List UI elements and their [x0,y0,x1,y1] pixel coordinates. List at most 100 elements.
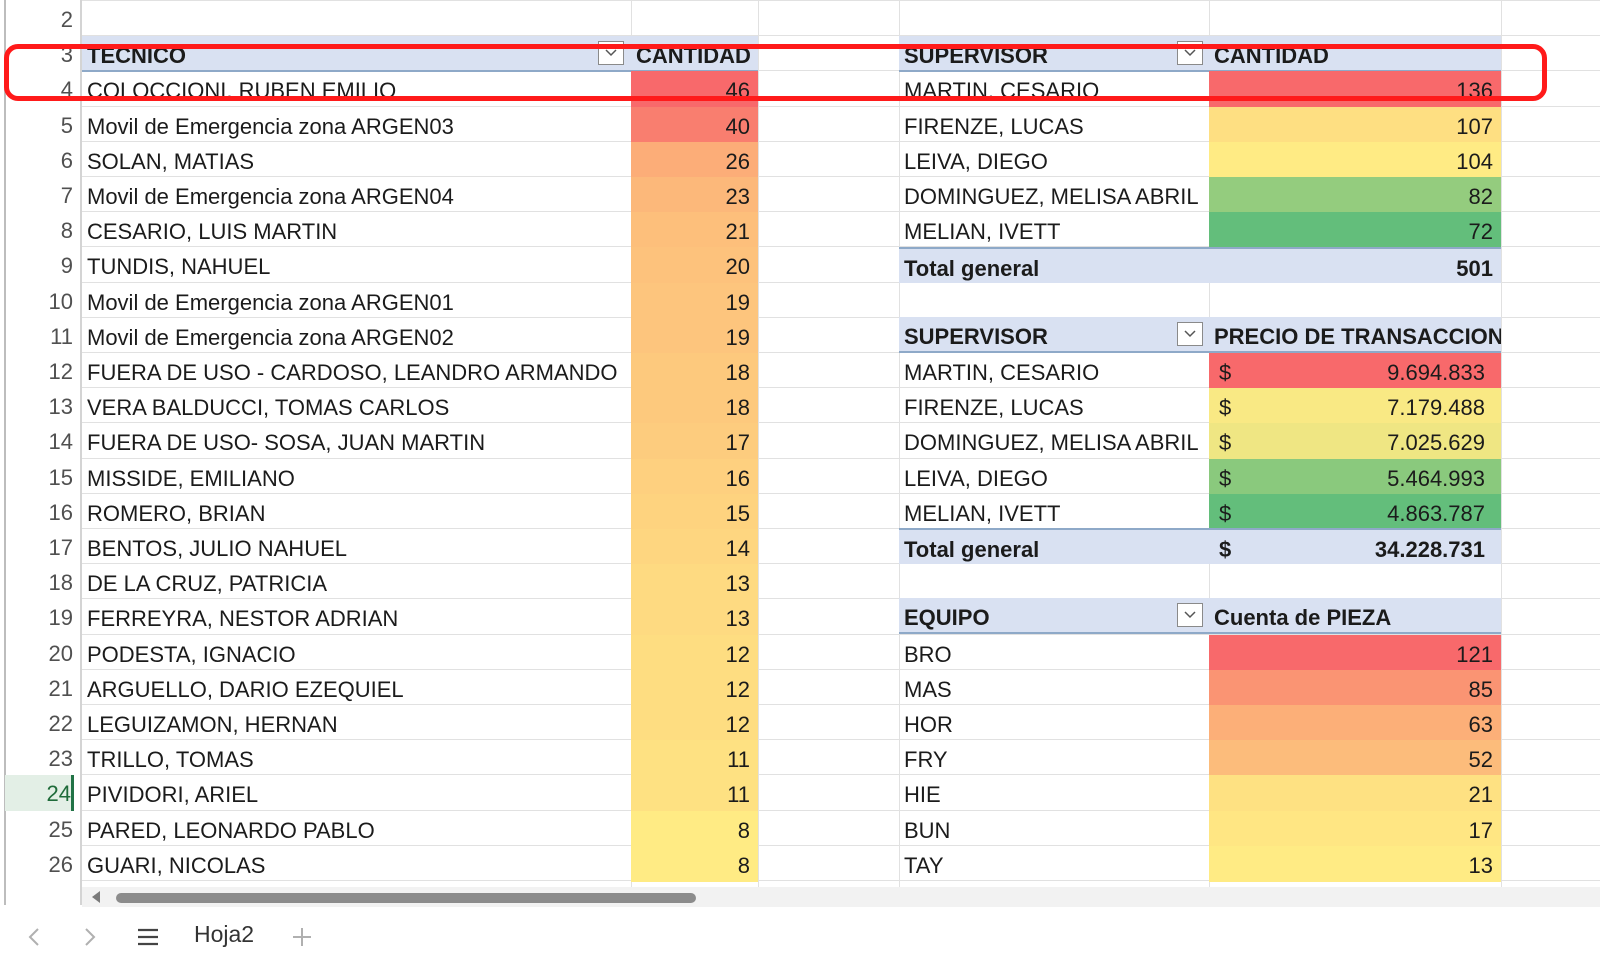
tecnico-name-cell[interactable]: FERREYRA, NESTOR ADRIAN [87,606,399,631]
row-number[interactable]: 6 [60,148,73,173]
scroll-left-arrow-icon[interactable] [90,890,102,909]
tecnico-value-cell[interactable]: 23 [631,177,758,213]
tecnico-value-cell[interactable]: 19 [631,318,758,354]
tecnico-value-cell[interactable]: 12 [631,635,758,671]
tecnico-name-cell[interactable]: BENTOS, JULIO NAHUEL [87,536,347,561]
row-number[interactable]: 2 [60,7,73,32]
scrollbar-thumb[interactable] [116,893,696,903]
tecnico-value-cell[interactable]: 26 [631,142,758,178]
tecnico-name-cell[interactable]: MISSIDE, EMILIANO [87,466,295,491]
tecnico-value-cell[interactable]: 19 [631,283,758,319]
row-number[interactable]: 16 [48,500,73,525]
precio-value-cell[interactable]: $9.694.833 [1209,353,1501,389]
tecnico-name-cell[interactable]: Movil de Emergencia zona ARGEN02 [87,325,454,350]
equipo-name-cell[interactable]: HOR [904,712,953,737]
sheet-tab-hoja2[interactable]: Hoja2 [194,921,255,947]
precio-name-cell[interactable]: FIRENZE, LUCAS [904,395,1084,420]
tecnico-value-cell[interactable]: 12 [631,705,758,741]
tecnico-value-cell[interactable]: 8 [631,846,758,882]
supervisor-filter-button[interactable] [1177,41,1203,65]
tecnico-name-cell[interactable]: Movil de Emergencia zona ARGEN03 [87,114,454,139]
equipo-name-cell[interactable]: HIE [904,782,941,807]
tecnico-value-cell[interactable]: 16 [631,459,758,495]
row-number[interactable]: 15 [48,465,73,490]
row-number[interactable]: 5 [60,113,73,138]
tecnico-value-cell[interactable]: 18 [631,353,758,389]
supervisor-name-cell[interactable]: DOMINGUEZ, MELISA ABRIL [904,184,1199,209]
row-number[interactable]: 26 [48,852,73,877]
supervisor-header-cell[interactable]: SUPERVISOR [899,36,1209,72]
precio-value-cell[interactable]: $5.464.993 [1209,459,1501,495]
tecnico-name-cell[interactable]: Movil de Emergencia zona ARGEN01 [87,290,454,315]
precio-total-cell[interactable]: $ 34.228.731 [1209,528,1501,564]
supervisor-value-cell[interactable]: 107 [1209,107,1501,143]
tecnico-name-cell[interactable]: ROMERO, BRIAN [87,501,266,526]
row-number[interactable]: 17 [48,535,73,560]
precio-value-cell[interactable]: $7.025.629 [1209,423,1501,459]
equipo-name-cell[interactable]: BRO [904,642,952,667]
row-number[interactable]: 20 [48,641,73,666]
pieza-header[interactable]: Cuenta de PIEZA [1209,598,1501,634]
row-number[interactable]: 13 [48,394,73,419]
tecnico-value-cell[interactable]: 11 [631,775,758,811]
equipo-name-cell[interactable]: FRY [904,747,948,772]
supervisor-total-value[interactable]: 501 [1209,247,1501,283]
row-number[interactable]: 21 [48,676,73,701]
row-number[interactable]: 10 [48,289,73,314]
row-number[interactable]: 22 [48,711,73,736]
supervisor-value-cell[interactable]: 104 [1209,142,1501,178]
tecnico-value-cell[interactable]: 11 [631,740,758,776]
equipo-value-cell[interactable]: 13 [1209,846,1501,882]
tecnico-name-cell[interactable]: CESARIO, LUIS MARTIN [87,219,338,244]
row-number[interactable]: 14 [48,429,73,454]
row-number[interactable]: 19 [48,605,73,630]
supervisor-name-cell[interactable]: MARTIN, CESARIO [904,78,1100,103]
precio-name-cell[interactable]: MARTIN, CESARIO [904,360,1100,385]
tecnico-value-cell[interactable]: 20 [631,247,758,283]
precio-name-cell[interactable]: MELIAN, IVETT [904,501,1061,526]
next-sheet-icon[interactable] [70,917,110,957]
precio-total-label[interactable]: Total general [899,528,1209,564]
supervisor-value-cell[interactable]: 82 [1209,177,1501,213]
supervisor-name-cell[interactable]: LEIVA, DIEGO [904,149,1048,174]
tecnico-name-cell[interactable]: GUARI, NICOLAS [87,853,266,878]
row-number[interactable]: 8 [60,218,73,243]
equipo-filter-button[interactable] [1177,603,1203,627]
tecnico-name-cell[interactable]: PODESTA, IGNACIO [87,642,296,667]
supervisor-value-cell[interactable]: 136 [1209,71,1501,107]
tecnico-name-cell[interactable]: PARED, LEONARDO PABLO [87,818,375,843]
horizontal-scrollbar[interactable] [82,887,1600,907]
equipo-value-cell[interactable]: 63 [1209,705,1501,741]
tecnico-cantidad-header[interactable]: CANTIDAD [631,36,758,72]
supervisor-precio-filter-button[interactable] [1177,322,1203,346]
tecnico-name-cell[interactable]: LEGUIZAMON, HERNAN [87,712,338,737]
tecnico-name-cell[interactable]: SOLAN, MATIAS [87,149,255,174]
supervisor-total-label[interactable]: Total general [899,247,1209,283]
add-sheet-icon[interactable] [282,917,322,957]
tecnico-value-cell[interactable]: 46 [631,71,758,107]
equipo-name-cell[interactable]: MAS [904,677,952,702]
precio-value-cell[interactable]: $4.863.787 [1209,494,1501,530]
row-number[interactable]: 18 [48,570,73,595]
tecnico-header-cell[interactable]: TECNICO [82,36,631,72]
tecnico-name-cell[interactable]: COLOCCIONI, RUBEN EMILIO [87,78,397,103]
tecnico-value-cell[interactable]: 21 [631,212,758,248]
row-number[interactable]: 3 [60,42,73,67]
tecnico-value-cell[interactable]: 17 [631,423,758,459]
sheet-menu-icon[interactable] [128,917,168,957]
equipo-value-cell[interactable]: 52 [1209,740,1501,776]
tecnico-name-cell[interactable]: FUERA DE USO- SOSA, JUAN MARTIN [87,430,486,455]
tecnico-name-cell[interactable]: ARGUELLO, DARIO EZEQUIEL [87,677,404,702]
row-number[interactable]: 12 [48,359,73,384]
equipo-name-cell[interactable]: TAY [904,853,944,878]
row-number[interactable]: 25 [48,817,73,842]
supervisor-precio-header-cell[interactable]: SUPERVISOR [899,317,1209,353]
tecnico-name-cell[interactable]: TUNDIS, NAHUEL [87,254,271,279]
tecnico-value-cell[interactable]: 15 [631,494,758,530]
row-number[interactable]: 23 [48,746,73,771]
equipo-value-cell[interactable]: 121 [1209,635,1501,671]
tecnico-value-cell[interactable]: 14 [631,529,758,565]
tecnico-value-cell[interactable]: 13 [631,599,758,635]
tecnico-name-cell[interactable]: VERA BALDUCCI, TOMAS CARLOS [87,395,450,420]
supervisor-name-cell[interactable]: MELIAN, IVETT [904,219,1061,244]
